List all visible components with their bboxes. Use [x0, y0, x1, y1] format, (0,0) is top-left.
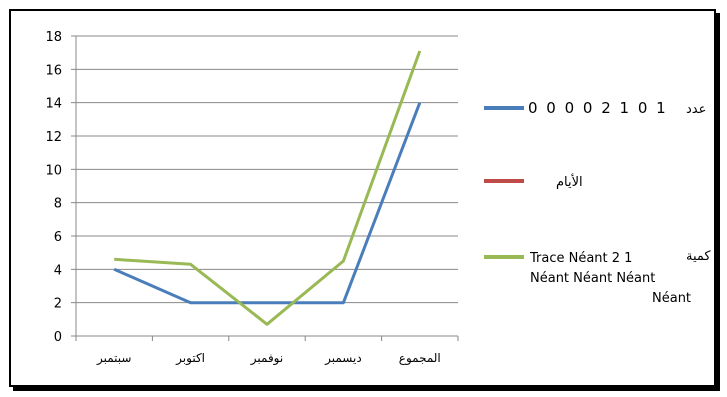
y-tick-labels: 0 2 4 6 8 10 12 14 16 18 [45, 30, 62, 345]
y-tick-label: 16 [45, 63, 62, 78]
series-line-1 [113, 102, 422, 305]
x-tick-label: اكتوبر [175, 351, 205, 366]
legend-label-series-3-line3: Néant [652, 291, 691, 306]
axes [71, 35, 459, 341]
x-tick-label: ديسمبر [324, 351, 362, 366]
legend-label-series-1-word: عدد [686, 102, 706, 117]
y-tick-label: 0 [54, 330, 62, 345]
y-tick-label: 12 [45, 130, 62, 145]
legend-label-series-3-word: كمية [686, 249, 711, 264]
y-tick-label: 6 [54, 230, 62, 245]
y-tick-label: 14 [45, 97, 62, 112]
legend-label-series-1-digits: 0 0 0 0 2 1 0 1 [528, 99, 668, 117]
y-tick-label: 2 [54, 297, 62, 312]
legend: 0 0 0 0 2 1 0 1 عدد الأيام Trace Néant 2… [484, 99, 711, 306]
chart-frame [9, 9, 716, 387]
series-line-3 [114, 50, 422, 326]
legend-label-series-2: الأيام [556, 173, 583, 190]
x-tick-label: المجموع [399, 351, 441, 366]
y-tick-label: 4 [54, 263, 62, 278]
legend-label-series-3-line2: Néant Néant Néant [530, 271, 655, 286]
grid-lines [76, 35, 458, 304]
y-tick-label: 10 [45, 163, 62, 178]
x-tick-label: نوفمبر [250, 351, 283, 366]
x-tick-label: سبتمبر [96, 351, 131, 366]
x-tick-labels: سبتمبر اكتوبر نوفمبر ديسمبر المجموع [96, 351, 441, 366]
series-lines [113, 50, 422, 326]
legend-label-series-3-line1: Trace Néant 2 1 [529, 251, 632, 266]
y-tick-label: 18 [45, 30, 62, 45]
y-tick-label: 8 [54, 197, 62, 212]
